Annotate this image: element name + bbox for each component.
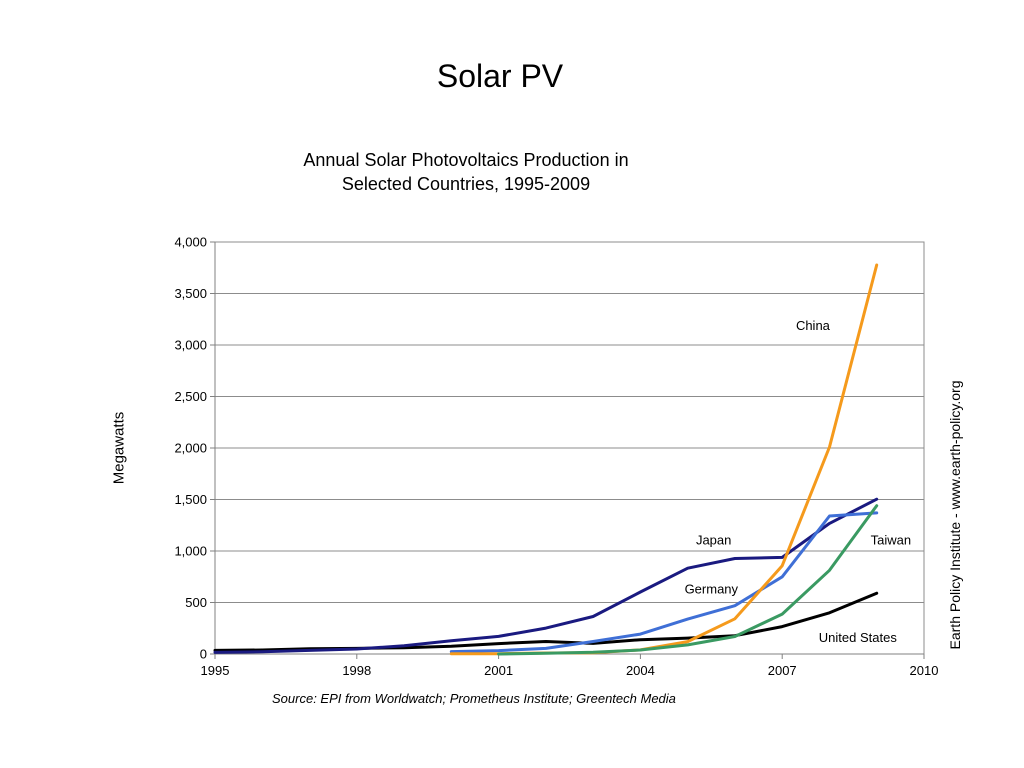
y-tick-label: 2,000 — [174, 441, 207, 456]
series-label-germany: Germany — [685, 582, 739, 597]
y-tick-label: 3,000 — [174, 338, 207, 353]
x-tick-label: 1998 — [342, 663, 371, 678]
source-note: Source: EPI from Worldwatch; Prometheus … — [272, 691, 676, 706]
chart-title-line-1: Annual Solar Photovoltaics Production in — [303, 150, 629, 170]
series-label-china: China — [796, 318, 831, 333]
y-tick-label: 500 — [185, 595, 207, 610]
series-line-united-states — [213, 591, 879, 652]
series-line-taiwan — [497, 504, 879, 656]
y-tick-label: 1,000 — [174, 544, 207, 559]
y-tick-label: 2,500 — [174, 389, 207, 404]
y-tick-label: 4,000 — [174, 235, 207, 250]
y-tick-label: 1,500 — [174, 492, 207, 507]
slide-title: Solar PV — [436, 58, 564, 94]
x-tick-label: 2007 — [768, 663, 797, 678]
series-line-japan — [213, 497, 879, 654]
series-label-united-states: United States — [819, 630, 898, 645]
y-tick-label: 3,500 — [174, 286, 207, 301]
series-line-germany — [449, 511, 879, 654]
series-label-taiwan: Taiwan — [871, 533, 911, 548]
credit-text: Earth Policy Institute - www.earth-polic… — [947, 380, 963, 650]
chart-title-line-2: Selected Countries, 1995-2009 — [341, 174, 591, 194]
x-tick-label: 2010 — [910, 663, 939, 678]
series-label-japan: Japan — [696, 533, 731, 548]
y-tick-label: 0 — [200, 647, 207, 662]
x-tick-label: 1995 — [201, 663, 230, 678]
chart-title: Annual Solar Photovoltaics Production in… — [216, 148, 716, 196]
x-tick-label: 2001 — [484, 663, 513, 678]
x-tick-label: 2004 — [626, 663, 655, 678]
